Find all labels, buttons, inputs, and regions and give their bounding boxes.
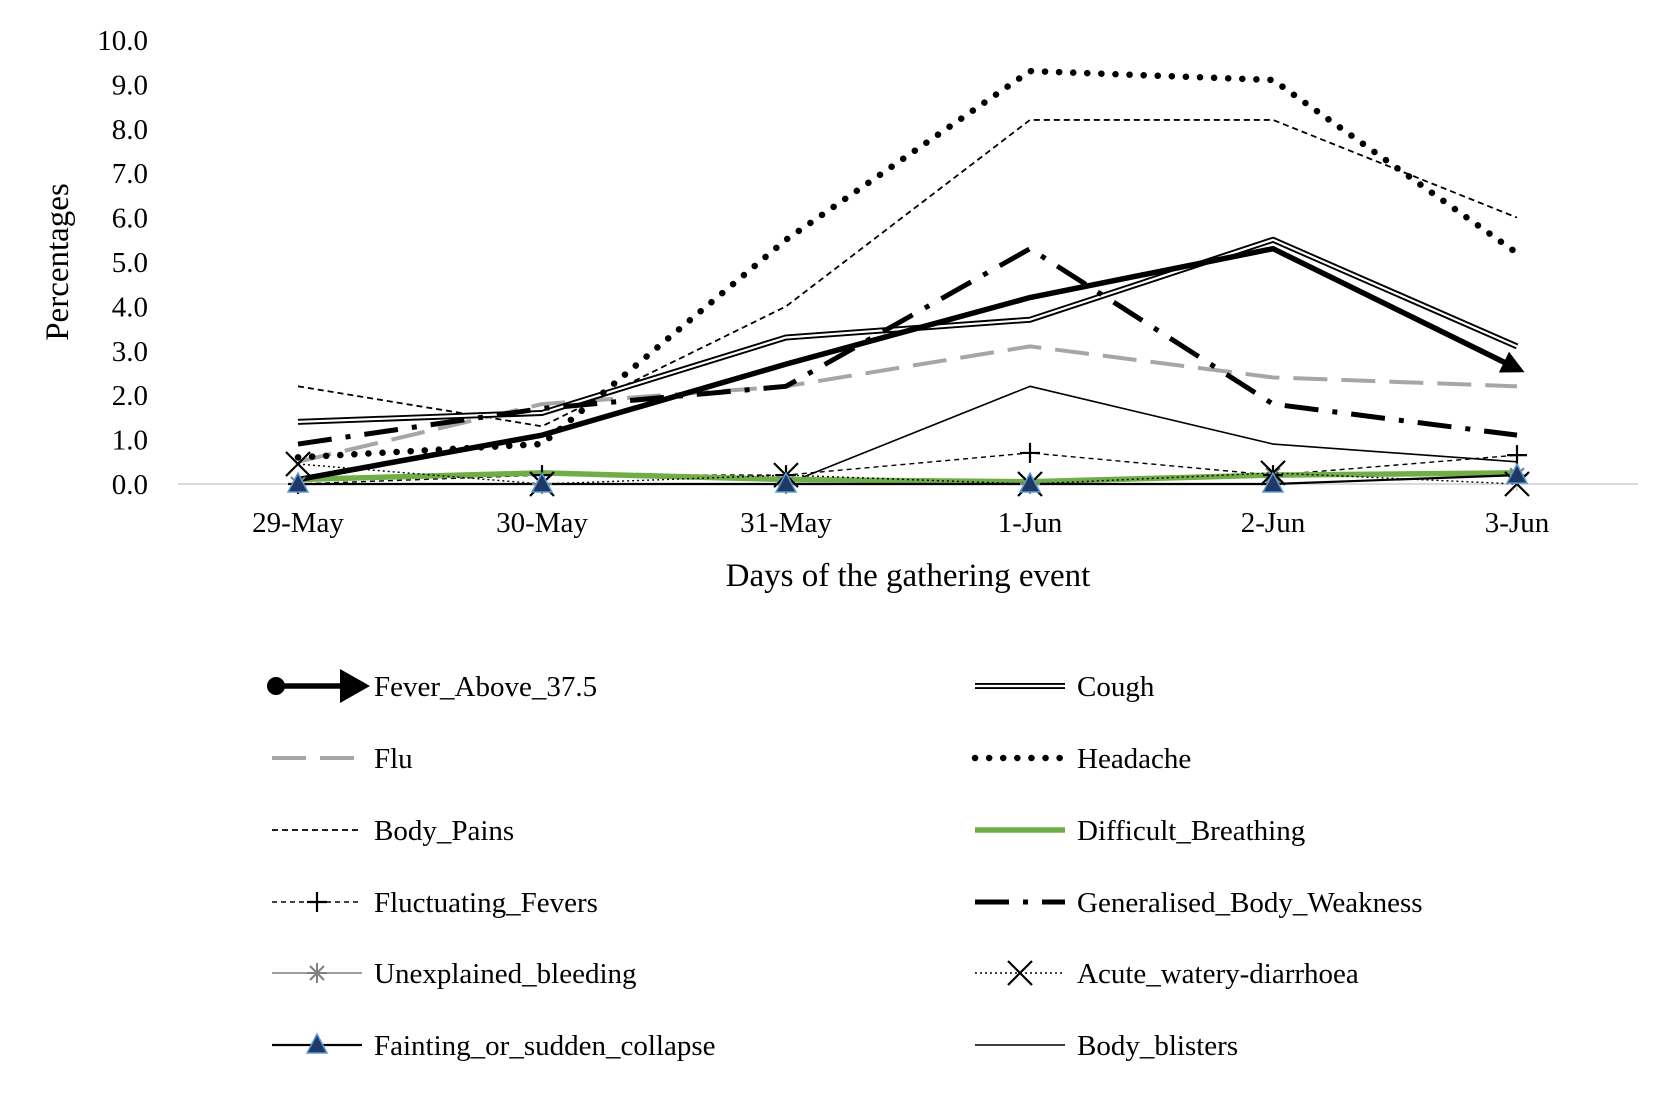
y-tick-label: 2.0 (112, 380, 148, 412)
legend-label: Body_blisters (1077, 1030, 1238, 1062)
series-diarrhoea (297, 463, 1518, 485)
legend-label: Generalised_Body_Weakness (1077, 887, 1423, 919)
plus-marker (1020, 442, 1040, 463)
y-tick-label: 1.0 (112, 425, 148, 457)
triangle-marker (1261, 471, 1285, 493)
legend-label: Unexplained_bleeding (374, 958, 637, 990)
legend-item: Body_blisters (975, 1030, 1238, 1062)
x-marker (1007, 960, 1033, 986)
series-fainting (298, 474, 1518, 486)
x-tick-label: 31-May (740, 507, 832, 539)
legend-item: Body_Pains (272, 815, 514, 847)
legend-item: Acute_watery-diarrhoea (975, 958, 1359, 990)
x-tick-label: 29-May (252, 507, 344, 539)
series-fever (297, 245, 1525, 483)
legend-item: Fainting_or_sudden_collapse (272, 1030, 716, 1062)
y-tick-label: 5.0 (112, 247, 148, 279)
legend-item: Fever_Above_37.5 (267, 669, 597, 703)
y-tick-label: 6.0 (112, 203, 148, 235)
series-line (297, 463, 1518, 485)
series-line (297, 452, 1518, 485)
plus-marker (1507, 445, 1527, 466)
plus-marker (307, 892, 327, 912)
legend-item: Cough (975, 671, 1155, 703)
series-line (297, 246, 1518, 447)
circle-marker (267, 677, 285, 695)
legend-label: Fluctuating_Fevers (374, 887, 598, 919)
legend-label: Acute_watery-diarrhoea (1077, 958, 1359, 990)
y-tick-label: 0.0 (112, 469, 148, 501)
series-line (298, 385, 1518, 485)
y-tick-label: 10.0 (97, 25, 148, 57)
legend-item: Flu (272, 743, 413, 775)
arrow-marker (340, 669, 370, 703)
y-axis-title: Percentages (40, 183, 76, 341)
legend-item: Fluctuating_Fevers (272, 887, 598, 919)
triangle-marker (305, 1032, 329, 1054)
triangle-marker (1505, 462, 1529, 484)
legend-label: Flu (374, 743, 413, 775)
y-tick-label: 8.0 (112, 114, 148, 146)
legend-item: Generalised_Body_Weakness (975, 887, 1423, 919)
legend: Fever_Above_37.5 Cough Flu Headache Body_Pai… (267, 669, 1423, 1062)
triangle-marker (1018, 471, 1042, 493)
asterisk-marker (307, 963, 327, 983)
series-fluctuating (297, 452, 1518, 485)
x-marker (1504, 471, 1530, 497)
legend-item: Unexplained_bleeding (272, 958, 637, 990)
legend-item: Difficult_Breathing (975, 815, 1305, 847)
x-tick-label: 2-Jun (1241, 507, 1306, 539)
series-blisters (298, 385, 1518, 485)
triangle-marker (286, 471, 310, 493)
legend-label: Fever_Above_37.5 (374, 671, 597, 703)
series-line (297, 245, 1525, 483)
markers-fainting (286, 462, 1529, 493)
legend-label: Headache (1077, 743, 1191, 775)
x-tick-label: 3-Jun (1485, 507, 1550, 539)
x-axis-title: Days of the gathering event (726, 558, 1091, 594)
series-bodypains (297, 119, 1518, 428)
series-line (297, 470, 1518, 485)
triangle-marker (774, 471, 798, 493)
y-tick-label: 3.0 (112, 336, 148, 368)
y-tick-label: 7.0 (112, 158, 148, 190)
series-line (298, 474, 1518, 486)
series-weakness (297, 246, 1518, 447)
markers-fluctuating (288, 442, 1527, 494)
legend-label: Difficult_Breathing (1077, 815, 1305, 847)
series-line (297, 119, 1518, 428)
marker-layer (285, 442, 1530, 497)
series-layer (294, 67, 1525, 486)
legend-label: Fainting_or_sudden_collapse (374, 1030, 716, 1062)
legend-item: Headache (971, 743, 1191, 775)
series-breathing (297, 470, 1518, 485)
y-tick-label: 9.0 (112, 69, 148, 101)
tick-layer: 0.0 1.0 2.0 3.0 4.0 5.0 6.0 7.0 8.0 9.0 10.0 29-May… (97, 25, 1549, 539)
legend-label: Body_Pains (374, 815, 514, 847)
x-tick-label: 1-Jun (998, 507, 1063, 539)
y-tick-label: 4.0 (112, 291, 148, 323)
triangle-marker (530, 471, 554, 493)
legend-label: Cough (1077, 671, 1155, 703)
x-tick-label: 30-May (496, 507, 588, 539)
x-marker (285, 451, 311, 477)
